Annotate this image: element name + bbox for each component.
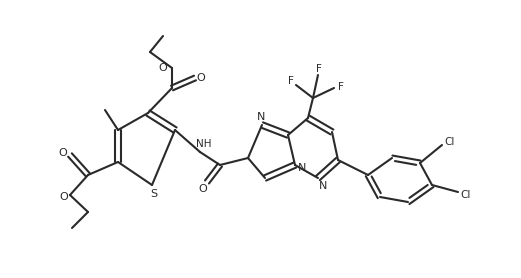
Text: N: N bbox=[319, 181, 327, 191]
Text: Cl: Cl bbox=[445, 137, 455, 147]
Text: N: N bbox=[257, 112, 265, 122]
Text: F: F bbox=[288, 76, 294, 86]
Text: O: O bbox=[196, 73, 205, 83]
Text: O: O bbox=[59, 192, 68, 202]
Text: O: O bbox=[199, 184, 207, 194]
Text: F: F bbox=[316, 64, 322, 74]
Text: O: O bbox=[59, 148, 67, 158]
Text: O: O bbox=[158, 63, 167, 73]
Text: S: S bbox=[151, 189, 157, 199]
Text: Cl: Cl bbox=[461, 190, 471, 200]
Text: F: F bbox=[338, 82, 344, 92]
Text: NH: NH bbox=[196, 139, 212, 149]
Text: N: N bbox=[298, 163, 306, 173]
